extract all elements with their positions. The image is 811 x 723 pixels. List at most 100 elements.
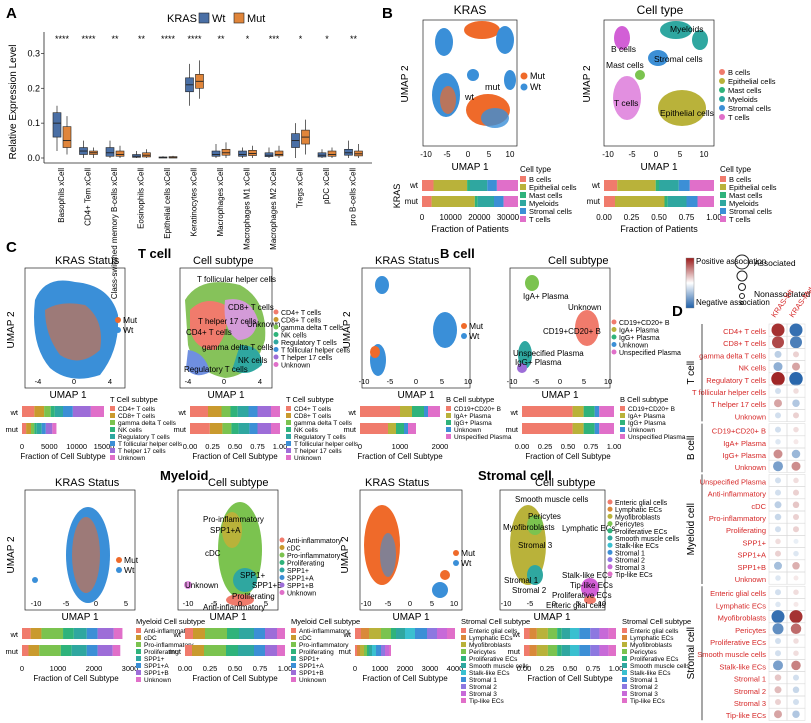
b-xtick-right: 5 xyxy=(678,150,683,159)
b-lbl-tcells: T cells xyxy=(614,98,638,108)
c-bar-legend-item: Myofibroblasts xyxy=(469,642,512,649)
a-xtick-label: Macrophages xCell xyxy=(216,168,225,237)
c-bar-legend-item: T follicular helper cells xyxy=(294,441,359,448)
c-t-lbl-cd8: CD8+ T cells xyxy=(228,303,274,312)
c-legend-item: Unknown xyxy=(281,363,310,370)
b-bar-segment xyxy=(503,196,518,207)
c-bar-segment xyxy=(22,406,35,417)
c-bar-segment xyxy=(60,645,72,656)
d-corr-dot xyxy=(775,439,781,445)
b-bar-legend-item: T cells xyxy=(729,215,751,224)
d-row-label: Stromal 1 xyxy=(734,675,766,684)
b-bar-segment xyxy=(494,196,504,207)
d-corr-dot xyxy=(791,461,801,471)
c-legend-dot xyxy=(611,349,617,355)
a-signif-stars: **** xyxy=(161,34,176,44)
a-xtick-label: pro B-cells xCell xyxy=(349,168,358,226)
c-umap-xtick: -5 xyxy=(387,377,394,386)
c-bar-segment xyxy=(249,423,258,434)
c-bar-segment xyxy=(360,423,388,434)
c-bar-xtick: 0 xyxy=(353,664,357,673)
c-umap-xtick: -10 xyxy=(501,599,512,608)
d-color-scale xyxy=(685,257,695,309)
d-corr-dot xyxy=(790,336,802,349)
c-m-lbl-pro: Pro-inflammatory xyxy=(203,515,264,524)
c-legend-item: CD8+ T cells xyxy=(281,318,322,325)
c-bar-legend-item: IgG+ Plasma xyxy=(454,420,492,427)
b-ct-legend-dot xyxy=(719,96,725,102)
c-bar-legend-swatch xyxy=(110,455,115,460)
c-bar-segment xyxy=(547,645,558,656)
b-bar-legend-swatch xyxy=(720,176,726,182)
c-bar-segment xyxy=(447,628,455,639)
b-legend-wt: Wt xyxy=(530,82,541,92)
d-assoc-label: Associated xyxy=(754,258,796,268)
c-bar-legend-swatch xyxy=(110,420,115,425)
c-s-legend-wt: Wt xyxy=(461,558,472,568)
b-bar-legend-swatch xyxy=(720,216,726,222)
c-bar-legend-swatch xyxy=(286,455,291,460)
c-bar-segment xyxy=(254,628,265,639)
b-bar-legend-swatch xyxy=(520,184,526,190)
b-bar-xlabel: Fraction of Patients xyxy=(620,224,698,234)
c-bar-segment xyxy=(227,628,239,639)
d-corr-dot xyxy=(789,372,803,386)
c-b-kras-title: KRAS Status xyxy=(375,255,440,267)
c-bar-legend-item: Proliferating xyxy=(144,649,179,656)
c-bar-xtick: 1.00 xyxy=(278,664,293,673)
d-corr-dot xyxy=(793,674,799,681)
d-corr-dot xyxy=(791,660,801,671)
c-umap-xtick: 5 xyxy=(582,377,586,386)
b-bar-segment xyxy=(697,196,714,207)
b-ct-legend-item: Epithelial cells xyxy=(728,77,776,86)
d-corr-dot xyxy=(775,601,781,608)
c-bar-segment xyxy=(529,645,537,656)
a-legend-title: KRAS xyxy=(167,13,197,25)
c-bar-xtick: 2000 xyxy=(397,664,414,673)
c-t-legend-wt: Wt xyxy=(123,325,134,335)
c-s-subtype-umap xyxy=(510,505,599,604)
b-bar-segment xyxy=(496,180,518,191)
d-row-label: Pro-inflammatory xyxy=(709,514,766,523)
b-ct-legend-item: T cells xyxy=(728,113,750,122)
c-bar-legend-swatch xyxy=(286,413,291,418)
a-ytick-label: 0.0 xyxy=(27,153,40,163)
c-bar-legend-swatch xyxy=(136,628,141,633)
c-bar-legend-swatch xyxy=(286,406,291,411)
c-umap-xtick: -10 xyxy=(361,599,372,608)
c-bar-segment xyxy=(44,406,51,417)
c-bar-legend-item: Unknown xyxy=(628,427,655,434)
c-bar-segment xyxy=(222,423,232,434)
d-corr-dot xyxy=(793,638,799,644)
c-bar-segment xyxy=(391,628,396,639)
d-corr-dot xyxy=(793,477,799,484)
c-bar-legend-item: Anti-inflammatory xyxy=(299,628,350,635)
panel-label-b: B xyxy=(382,5,393,22)
c-bar-xlabel: Fraction of Cell Subtype xyxy=(20,452,106,461)
c-bar-legend-swatch xyxy=(291,635,296,640)
c-bar-legend-swatch xyxy=(446,427,451,432)
b-bar-segment xyxy=(678,180,690,191)
c-bar-legend-title: B Cell subtype xyxy=(446,395,494,404)
c-bar-segment xyxy=(271,406,280,417)
a-box xyxy=(327,150,337,157)
c-bar-segment xyxy=(73,628,87,639)
d-row-label: IgA+ Plasma xyxy=(723,439,767,448)
c-bar-legend-title: Myeloid Cell subtype xyxy=(136,617,205,626)
c-umap-xtick: 5 xyxy=(576,599,580,608)
c-legend-dot xyxy=(279,567,285,573)
b-legend-mut: Mut xyxy=(530,71,546,81)
c-bar-segment xyxy=(41,423,46,434)
d-corr-dot xyxy=(775,638,781,644)
c-bar-segment xyxy=(547,628,558,639)
d-row-label: T follicular helper cells xyxy=(692,388,766,397)
c-umap-xtick: 0 xyxy=(558,377,562,386)
c-bar-segment xyxy=(238,423,250,434)
d-row-label: Stalk-like ECs xyxy=(719,662,766,671)
d-row-label: cDC xyxy=(751,502,766,511)
c-legend-item: Tip-like ECs xyxy=(615,572,653,579)
d-corr-dot xyxy=(774,561,782,570)
b-bar-legend-swatch xyxy=(520,176,526,182)
b-lbl-wt: wt xyxy=(464,92,474,102)
a-xtick-label: Macrophages M2 xCell xyxy=(269,168,278,250)
